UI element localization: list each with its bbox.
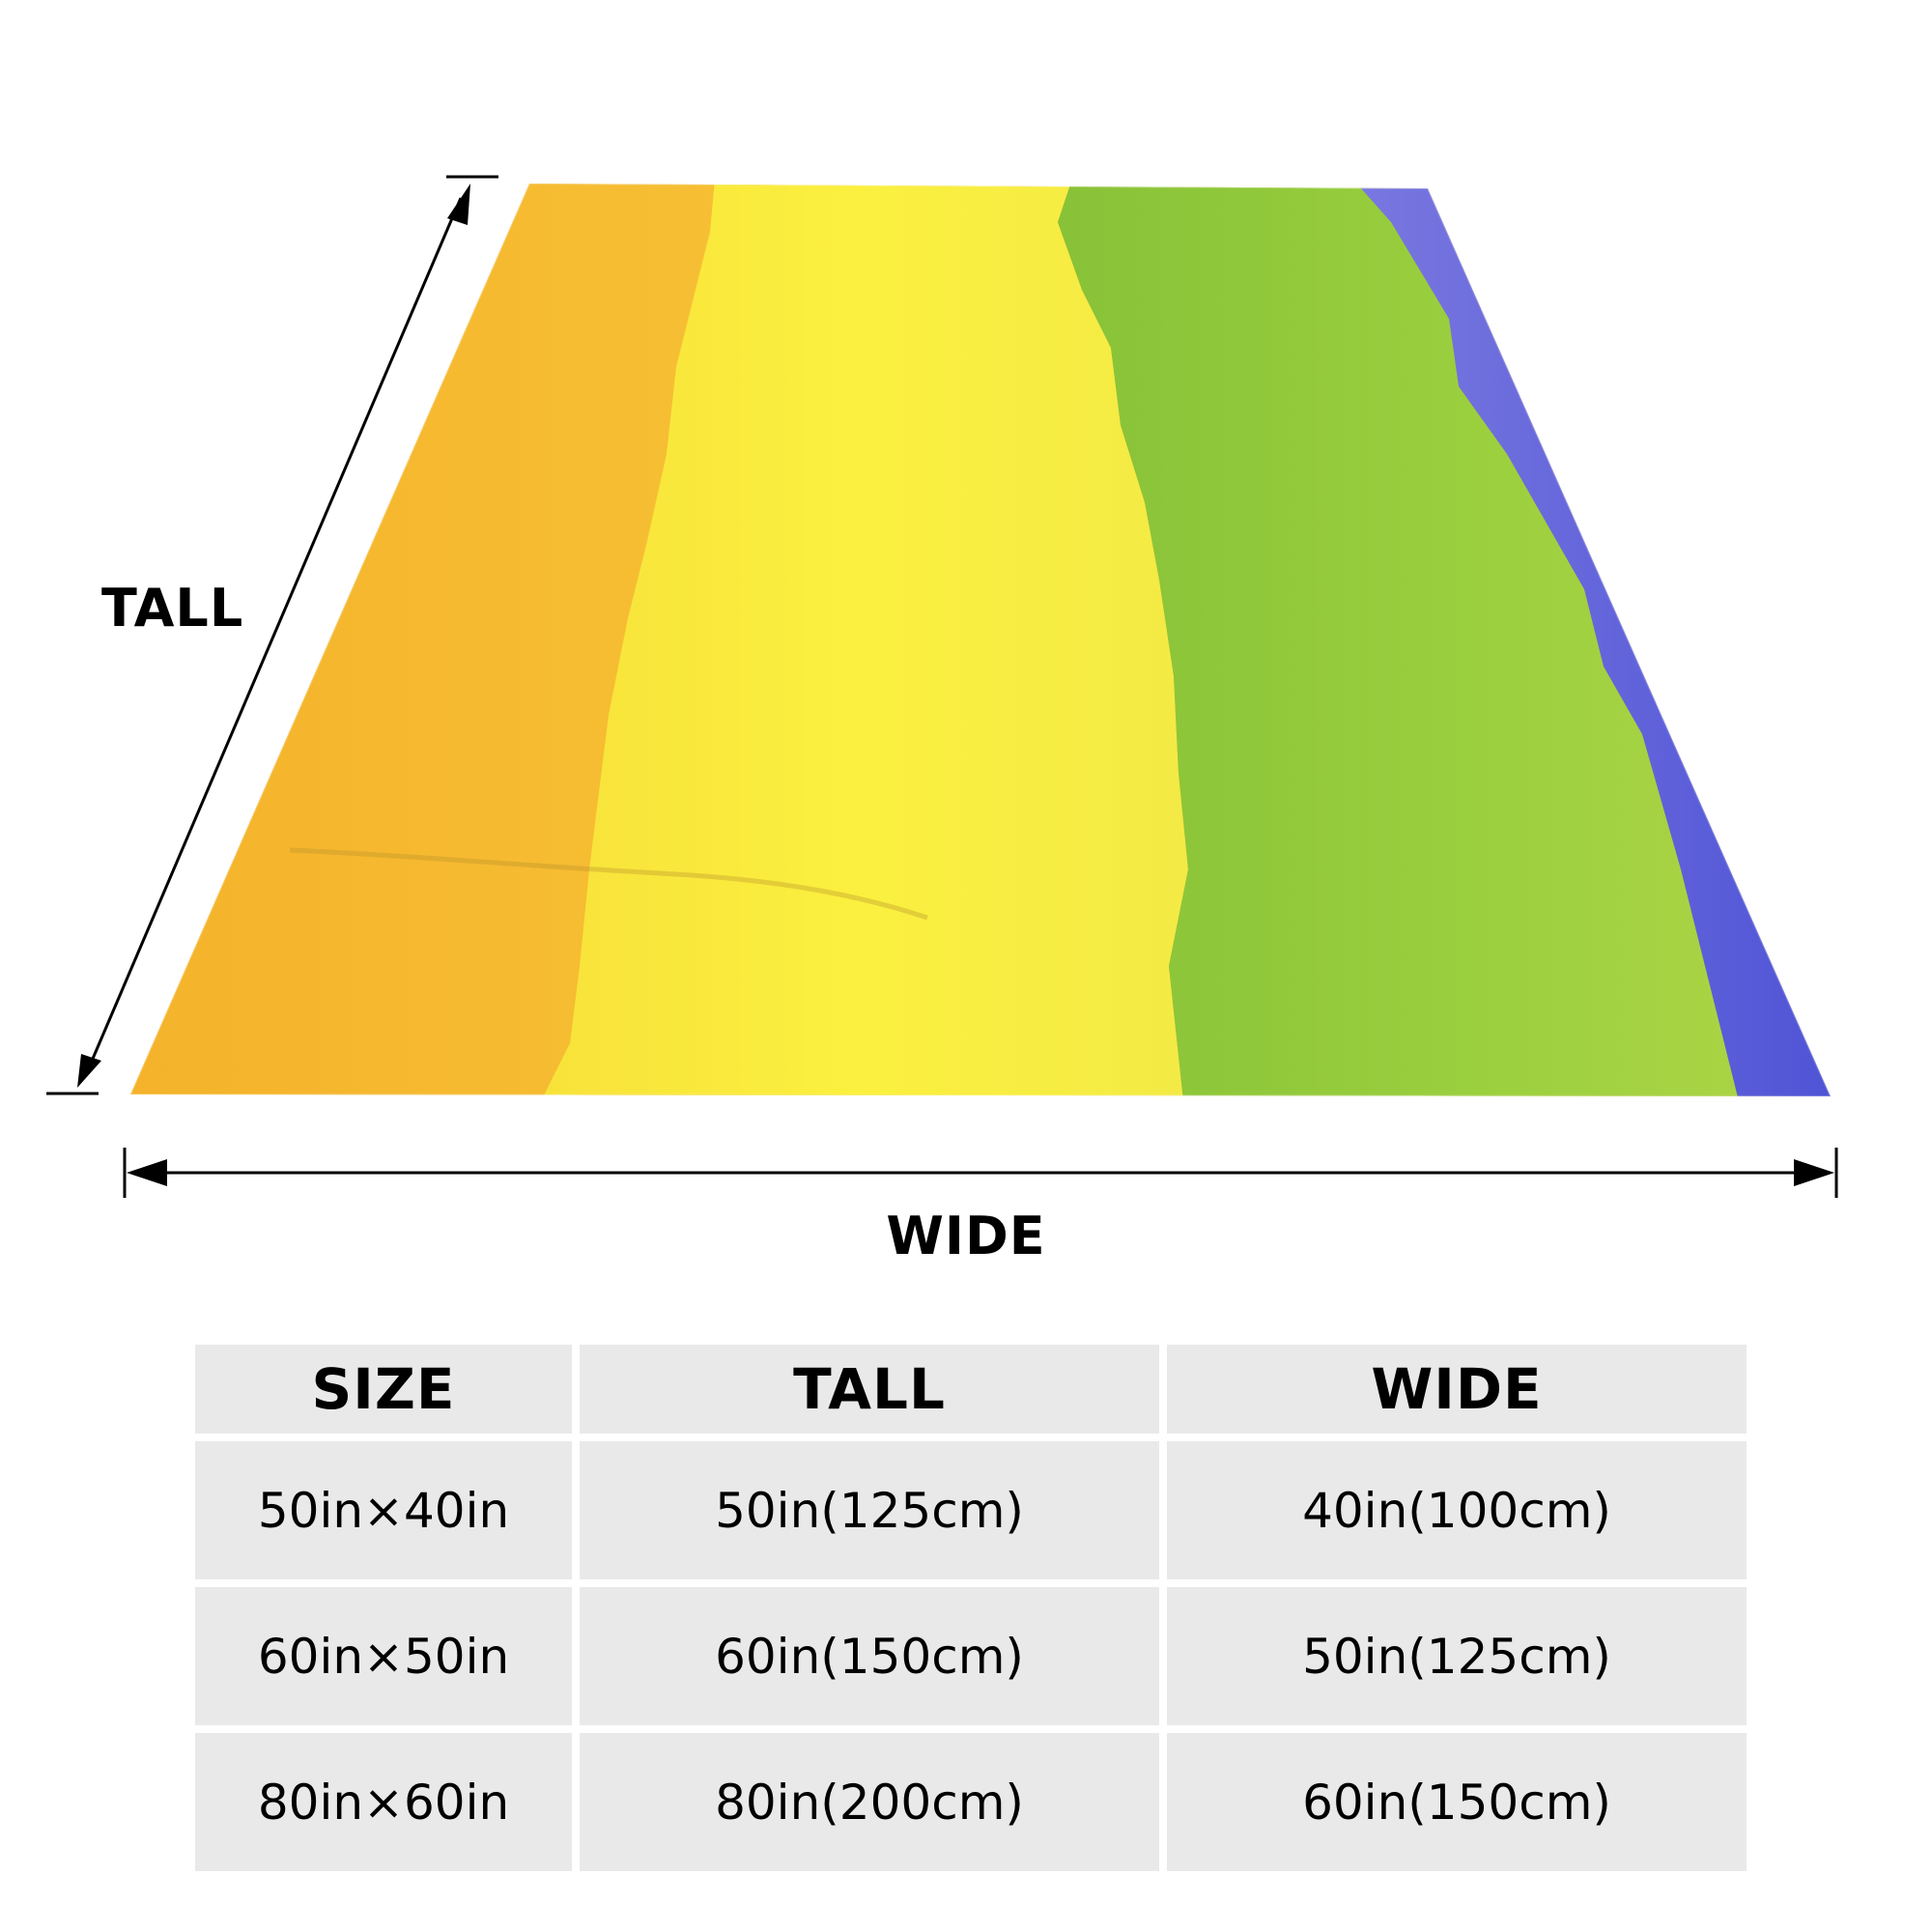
table-row: 50in×40in 50in(125cm) 40in(100cm): [195, 1441, 1747, 1579]
blanket: [128, 182, 1833, 1098]
table-header-row: SIZE TALL WIDE: [195, 1345, 1747, 1434]
cell-tall: 50in(125cm): [580, 1441, 1159, 1579]
arrow-right-icon: [1794, 1159, 1834, 1186]
header-wide: WIDE: [1167, 1345, 1747, 1434]
arrow-left-icon: [127, 1159, 167, 1186]
size-table: SIZE TALL WIDE 50in×40in 50in(125cm) 40i…: [187, 1337, 1754, 1879]
table-row: 80in×60in 80in(200cm) 60in(150cm): [195, 1733, 1747, 1871]
cell-wide: 60in(150cm): [1167, 1733, 1747, 1871]
header-tall: TALL: [580, 1345, 1159, 1434]
height-label: TALL: [101, 578, 244, 639]
blanket-outline: [128, 182, 1833, 1098]
width-dimension: [123, 1148, 1838, 1198]
cell-wide: 40in(100cm): [1167, 1441, 1747, 1579]
cell-size: 50in×40in: [195, 1441, 572, 1579]
cell-wide: 50in(125cm): [1167, 1587, 1747, 1725]
stripe-green: [1058, 184, 1739, 1096]
table-row: 60in×50in 60in(150cm) 50in(125cm): [195, 1587, 1747, 1725]
cell-size: 80in×60in: [195, 1733, 572, 1871]
arrow-down-icon: [77, 1054, 101, 1088]
arrow-up-icon: [447, 184, 470, 225]
height-line: [85, 197, 463, 1073]
blanket-illustration: [46, 175, 1838, 1198]
cell-tall: 60in(150cm): [580, 1587, 1159, 1725]
stripe-yellow: [541, 184, 1188, 1096]
width-label: WIDE: [886, 1206, 1046, 1266]
stripe-blue: [1352, 184, 1831, 1096]
blanket-fold: [289, 847, 928, 921]
cell-tall: 80in(200cm): [580, 1733, 1159, 1871]
cell-size: 60in×50in: [195, 1587, 572, 1725]
height-dimension: [46, 175, 498, 1095]
header-size: SIZE: [195, 1345, 572, 1434]
